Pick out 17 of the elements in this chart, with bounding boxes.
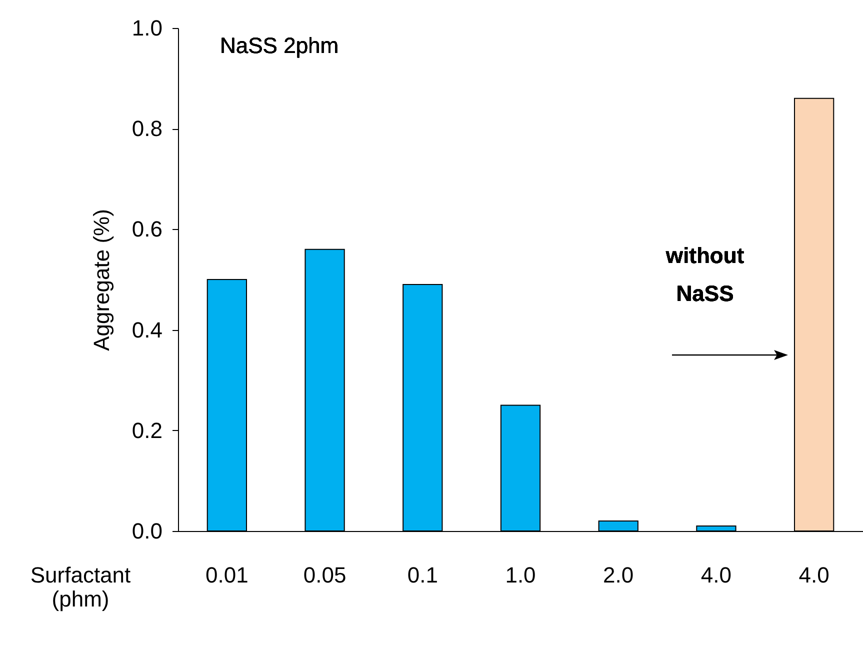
x-tick-label: 4.0 <box>798 562 830 588</box>
y-tick-label: 1.0 <box>132 16 162 40</box>
x-tick-label: 4.0 <box>700 562 732 588</box>
y-tick-label: 0.0 <box>132 518 162 544</box>
x-tick-label: 0.01 <box>206 562 248 588</box>
x-tick-label: 1.0 <box>505 562 536 588</box>
x-tick-label: 2.0 <box>603 562 634 588</box>
y-axis-title: Aggregate (%) <box>88 209 114 351</box>
y-tick-label: 0.8 <box>132 116 162 142</box>
y-tick-label: 0.4 <box>132 317 162 342</box>
x-tick-label: 0.05 <box>303 562 346 588</box>
x-axis-title: Surfactant (phm) <box>30 562 131 612</box>
annotation: without NaSS <box>664 243 745 306</box>
y-tick-label: 0.6 <box>132 216 162 242</box>
x-tick-label: 0.1 <box>407 562 438 588</box>
annotation: NaSS 2phm <box>220 33 339 58</box>
y-tick-label: 0.2 <box>132 418 162 443</box>
